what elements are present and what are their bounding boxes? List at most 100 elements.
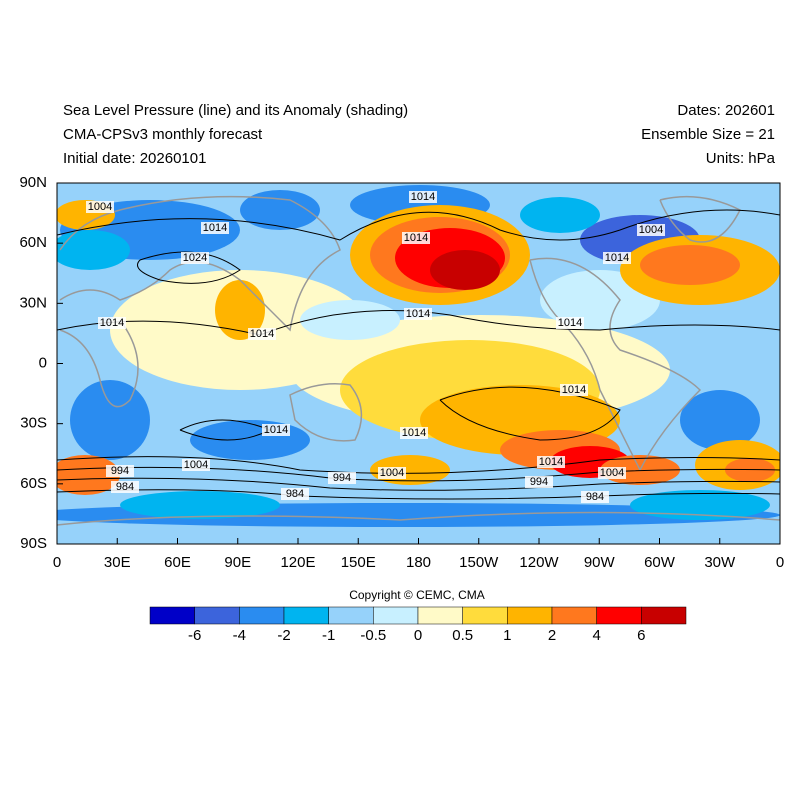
lon-label: 60W	[644, 554, 676, 571]
lat-label: 30S	[20, 415, 47, 432]
colorbar-label: -4	[233, 627, 246, 644]
anomaly-patch	[120, 491, 280, 519]
anomaly-patch	[630, 490, 770, 520]
subtitle: CMA-CPSv3 monthly forecast	[63, 126, 263, 143]
contour-label-bg	[182, 459, 210, 471]
lon-label: 120W	[519, 554, 559, 571]
contour-label: 1014	[558, 317, 582, 329]
contour-label: 1014	[402, 427, 426, 439]
contour-label: 1014	[404, 232, 428, 244]
contour-label-bg	[201, 222, 229, 234]
coastline	[57, 511, 780, 526]
contour-label-bg	[603, 252, 631, 264]
contour-label: 1004	[184, 459, 208, 471]
isobar	[57, 310, 780, 336]
lon-label: 60E	[164, 554, 191, 571]
isobar	[57, 456, 780, 474]
anomaly-patch	[680, 390, 760, 450]
contour-label-bg	[86, 201, 114, 213]
contour-label: 1004	[639, 224, 663, 236]
colorbar-label: -2	[277, 627, 290, 644]
colorbar-box	[239, 606, 285, 625]
contour-label-bg	[400, 427, 428, 439]
colorbar-label: 2	[548, 627, 556, 644]
colorbar-box	[373, 606, 419, 625]
isobar	[57, 489, 780, 500]
lon-label: 150W	[459, 554, 499, 571]
contour-label: 1004	[380, 467, 404, 479]
colorbar-label: 0	[414, 627, 422, 644]
contour-label-bg	[525, 476, 553, 488]
contour-label-bg	[598, 467, 626, 479]
coastline	[659, 195, 742, 243]
contour-label: 1004	[600, 467, 624, 479]
lat-label: 30N	[19, 294, 47, 311]
contour-label-bg	[404, 308, 432, 320]
contour-label-bg	[556, 317, 584, 329]
contour-label: 1014	[406, 308, 430, 320]
contour-label: 994	[530, 476, 548, 488]
anomaly-patch	[520, 197, 600, 233]
isobar	[57, 477, 780, 491]
contour-label-bg	[281, 488, 309, 500]
colorbar-box	[641, 606, 687, 625]
colorbar-label: 4	[592, 627, 600, 644]
isobar	[57, 209, 780, 241]
lon-label: 180	[406, 554, 431, 571]
contour-label: 984	[116, 481, 134, 493]
contour-label-bg	[98, 317, 126, 329]
isobars	[57, 209, 780, 500]
contour-label: 1024	[183, 252, 207, 264]
units: Units: hPa	[706, 150, 776, 167]
colorbar-box	[194, 606, 240, 625]
contour-label-bg	[111, 481, 139, 493]
lat-label: 0	[39, 354, 47, 371]
anomaly-patch	[57, 230, 130, 270]
colorbar-box	[551, 606, 597, 625]
contour-label-bg	[106, 465, 134, 477]
coastline	[59, 195, 341, 332]
anomaly-patch	[430, 250, 500, 290]
contour-label-bg	[402, 232, 430, 244]
colorbar-label: -0.5	[360, 627, 386, 644]
lat-label: 60S	[20, 475, 47, 492]
colorbar-label: -1	[322, 627, 335, 644]
colorbar-box	[417, 606, 463, 625]
contour-label: 1014	[562, 384, 586, 396]
anomaly-patch	[725, 458, 775, 482]
contour-label: 1014	[539, 456, 563, 468]
colorbar-label: 1	[503, 627, 511, 644]
contour-label-bg	[637, 224, 665, 236]
initial-date: Initial date: 20260101	[63, 150, 206, 167]
contour-label-bg	[409, 191, 437, 203]
lat-label: 90S	[20, 535, 47, 552]
lat-label: 60N	[19, 234, 47, 251]
colorbar-box	[596, 606, 642, 625]
coastline	[529, 257, 702, 472]
coastline	[289, 383, 363, 442]
contour-label: 1014	[411, 191, 435, 203]
contour-label-bg	[581, 491, 609, 503]
contour-label-bg	[328, 472, 356, 484]
contour-label-bg	[181, 252, 209, 264]
copyright: Copyright © CEMC, CMA	[349, 588, 485, 602]
coastlines	[57, 195, 780, 526]
anomaly-patch	[300, 300, 400, 340]
lon-label: 150E	[341, 554, 376, 571]
anomaly-patch	[215, 280, 265, 340]
dates: Dates: 202601	[677, 102, 775, 119]
contour-label: 1014	[264, 424, 288, 436]
contour-label-bg	[560, 384, 588, 396]
ensemble-size: Ensemble Size = 21	[641, 126, 775, 143]
colorbar-label: -6	[188, 627, 201, 644]
colorbar-label: 0.5	[452, 627, 473, 644]
contour-label-bg	[262, 424, 290, 436]
coastline	[59, 319, 139, 408]
anomaly-patch	[190, 420, 310, 460]
contour-label: 1014	[605, 252, 629, 264]
anomaly-patch	[640, 245, 740, 285]
contour-label: 984	[586, 491, 604, 503]
contour-label: 984	[286, 488, 304, 500]
